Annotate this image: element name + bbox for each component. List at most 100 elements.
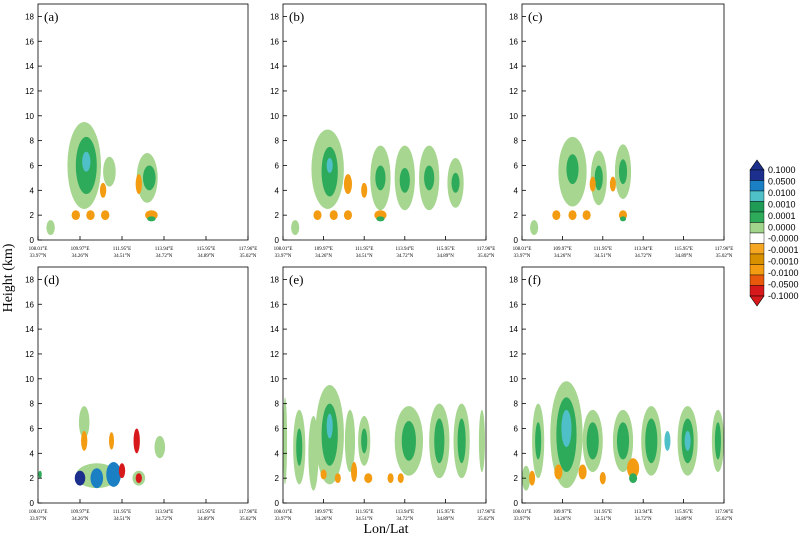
contour-blob: [451, 172, 460, 193]
contour-blob: [401, 421, 416, 461]
x-tick-label-lat: 35.02°N: [478, 254, 495, 259]
plot-area: [38, 4, 248, 240]
y-tick-label: 18: [270, 275, 279, 284]
contour-blob: [154, 435, 166, 459]
contour-blob: [361, 428, 368, 454]
x-tick-label-lon: 111.95°E: [594, 510, 612, 515]
panel-4: (d) 0 2 4 6 8 10 12 14 16 18 108.01°E 33.97°N 109.97°…: [25, 266, 257, 522]
x-tick-label-lon: 117.96°E: [715, 510, 734, 515]
panel-3: (c) 0 2 4 6 8 10 12 14 16 18 108.01°E 33.97°N 109.97°…: [509, 3, 733, 259]
colorbar-label: 0.0500: [768, 176, 796, 186]
x-tick-label-lon: 111.95°E: [355, 247, 373, 252]
x-tick-label-lon: 117.96°E: [477, 247, 496, 252]
y-tick-label: 8: [30, 400, 35, 409]
plot-frame: [37, 3, 249, 241]
contour-blob: [714, 422, 721, 460]
contour-blob: [291, 220, 300, 236]
y-tick-label: 14: [270, 325, 279, 334]
panel-label: (d): [44, 272, 59, 287]
contour-blob: [582, 210, 591, 221]
contour-blob: [71, 210, 81, 221]
contour-blob: [568, 210, 577, 221]
contour-blob: [535, 422, 542, 460]
contour-blob: [629, 473, 638, 484]
y-tick-label: 8: [275, 137, 280, 146]
contour-blob: [618, 159, 628, 185]
y-tick-label: 8: [275, 400, 280, 409]
x-tick-label-lon: 113.94°E: [634, 247, 653, 252]
colorbar-segment: [749, 180, 765, 192]
y-tick-label: 0: [30, 236, 35, 245]
x-tick-label-lon: 115.95°E: [197, 247, 216, 252]
y-tick-label: 0: [30, 499, 35, 508]
contour-blob: [86, 210, 95, 221]
x-tick-label-lat: 35.02°N: [716, 517, 733, 522]
colorbar-segment: [749, 274, 765, 286]
panel-2: (b) 0 2 4 6 8 10 12 14 16 18 108.01°E 33.97°N 109.97°…: [270, 3, 496, 259]
x-tick-label-lat: 33.97°N: [275, 254, 292, 259]
y-tick-label: 18: [509, 12, 518, 21]
x-tick-label-lon: 111.95°E: [113, 247, 131, 252]
x-tick-label-lat: 34.89°N: [198, 254, 215, 259]
x-axis-label: Lon/Lat: [363, 522, 408, 537]
x-tick-label-lon: 113.94°E: [155, 247, 174, 252]
contour-blob: [376, 216, 385, 222]
y-tick-label: 12: [270, 87, 279, 96]
x-tick-label-lat: 34.51°N: [356, 254, 373, 259]
x-tick-label-lat: 35.02°N: [240, 517, 257, 522]
contour-blob: [457, 418, 466, 464]
x-tick-label-lon: 109.97°E: [314, 510, 333, 515]
colorbar-label: 0.0000: [768, 222, 796, 232]
y-tick-label: 18: [25, 12, 34, 21]
y-tick-label: 14: [509, 62, 518, 71]
contour-blob: [90, 468, 104, 489]
y-tick-label: 2: [30, 211, 35, 220]
y-tick-label: 12: [270, 350, 279, 359]
y-tick-label: 16: [509, 37, 518, 46]
contour-blob: [599, 471, 606, 485]
y-tick-label: 2: [275, 211, 280, 220]
contour-blob: [424, 165, 435, 191]
y-tick-label: 10: [270, 375, 279, 384]
x-tick-label-lon: 109.97°E: [71, 247, 90, 252]
x-tick-label-lon: 115.95°E: [436, 247, 455, 252]
x-tick-label-lon: 115.95°E: [674, 510, 693, 515]
x-tick-label-lat: 34.51°N: [114, 254, 131, 259]
x-tick-label-lat: 34.26°N: [554, 517, 571, 522]
y-tick-label: 12: [509, 350, 518, 359]
x-tick-label-lon: 109.97°E: [553, 510, 572, 515]
x-tick-label-lat: 34.89°N: [675, 254, 692, 259]
x-tick-label-lon: 108.01°E: [29, 247, 48, 252]
x-tick-label-lon: 113.94°E: [155, 510, 174, 515]
contour-blob: [99, 182, 107, 198]
contour-blob: [78, 406, 90, 439]
colorbar-label: 0.1000: [768, 165, 796, 175]
y-tick-label: 14: [270, 62, 279, 71]
x-tick-label-lon: 117.96°E: [477, 510, 496, 515]
contour-blob: [329, 210, 338, 221]
x-tick-label-lat: 34.51°N: [356, 517, 373, 522]
x-tick-label-lat: 34.72°N: [635, 254, 652, 259]
y-tick-label: 2: [275, 474, 280, 483]
x-tick-label-lat: 34.89°N: [198, 517, 215, 522]
y-tick-label: 12: [509, 87, 518, 96]
panel-label: (f): [528, 272, 541, 287]
contour-blob: [147, 216, 156, 222]
contour-blob: [397, 473, 404, 484]
contour-blob: [364, 473, 373, 484]
contour-blob: [684, 430, 691, 451]
x-tick-label-lat: 33.97°N: [275, 517, 292, 522]
colorbar-segment: [749, 253, 765, 265]
x-tick-label-lon: 111.95°E: [594, 247, 612, 252]
x-tick-label-lon: 108.01°E: [513, 247, 532, 252]
colorbar-label: -0.1000: [768, 291, 799, 301]
y-tick-label: 18: [25, 275, 34, 284]
contour-blob: [351, 462, 358, 482]
x-tick-label-lat: 34.26°N: [315, 254, 332, 259]
x-tick-label-lon: 109.97°E: [553, 247, 572, 252]
colorbar-label: 0.0010: [768, 199, 796, 209]
x-tick-label-lat: 34.26°N: [72, 254, 89, 259]
contour-blob: [320, 469, 327, 480]
colorbar-arrow-bottom: [749, 295, 765, 307]
